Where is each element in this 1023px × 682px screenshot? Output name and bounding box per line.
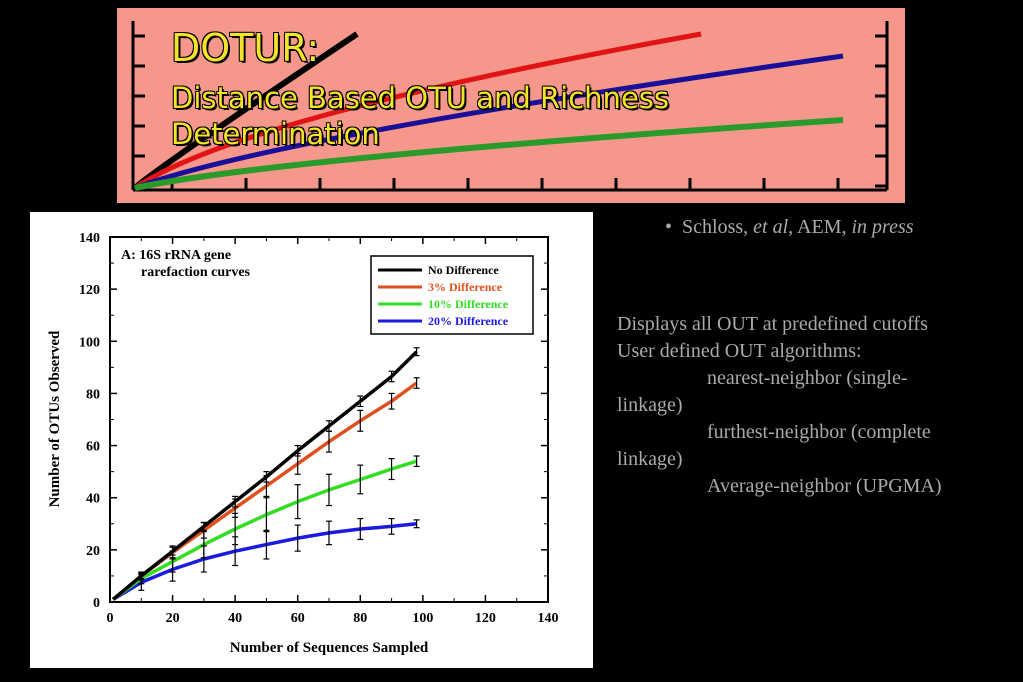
y-tick-label: 120: [79, 283, 100, 298]
citation-author: Schloss,: [682, 216, 754, 238]
citation: • Schloss, et al, AEM, in press: [665, 216, 914, 239]
x-tick-label: 100: [412, 611, 433, 626]
y-tick-label: 20: [86, 544, 100, 559]
title-banner: DOTUR: Distance Based OTU and Richness D…: [117, 8, 905, 203]
x-tick-label: 20: [166, 611, 180, 626]
y-tick-label: 80: [86, 387, 100, 402]
y-tick-label: 100: [79, 335, 100, 350]
y-tick-label: 140: [79, 231, 100, 246]
algorithm-item1b: linkage): [617, 394, 683, 416]
legend: No Difference 3% Difference 10% Difference…: [378, 263, 509, 328]
citation-status: in press: [851, 216, 914, 238]
series-line: [111, 381, 418, 601]
citation-etal: et al: [753, 216, 789, 238]
y-tick-label: 0: [93, 596, 100, 611]
x-tick-label: 0: [107, 611, 114, 626]
legend-label: 3% Difference: [428, 280, 503, 294]
legend-label: 10% Difference: [428, 297, 509, 311]
x-tick-label: 60: [291, 611, 305, 626]
x-tick-label: 40: [228, 611, 242, 626]
algorithm-item2a: furthest-neighbor (complete: [707, 421, 931, 443]
algorithm-item3: Average-neighbor (UPGMA): [707, 475, 942, 497]
y-tick-label: 60: [86, 440, 100, 455]
chart-annotation-line1: A: 16S rRNA gene: [121, 248, 231, 263]
description-line2: User defined OUT algorithms:: [617, 340, 862, 362]
x-tick-label: 80: [353, 611, 367, 626]
algorithm-item2b: linkage): [617, 448, 683, 470]
algorithm-item1a: nearest-neighbor (single-: [707, 367, 908, 389]
x-tick-label: 120: [475, 611, 496, 626]
y-axis-label: Number of OTUs Observed: [47, 330, 63, 507]
chart-svg: 0 20 40 60 80 100 120 140 0 20 40 60 80 100 120 140 A: …: [47, 231, 559, 656]
banner-title: DOTUR:: [171, 26, 320, 70]
y-tick-label: 40: [86, 492, 100, 507]
series-layer: [111, 347, 420, 601]
axis-ticks: 0 20 40 60 80 100 120 140 0 20 40 60 80 100 120 140: [79, 231, 559, 626]
chart-annotation-line2: rarefaction curves: [141, 265, 251, 280]
legend-label: No Difference: [428, 263, 499, 277]
description-line1: Displays all OUT at predefined cutoffs: [617, 313, 928, 335]
description-text: Displays all OUT at predefined cutoffs U…: [617, 311, 997, 500]
bullet: •: [665, 216, 673, 238]
x-axis-label: Number of Sequences Sampled: [230, 640, 429, 656]
citation-journal: , AEM,: [788, 216, 852, 238]
banner-curves-graphic: [131, 21, 889, 192]
banner-subtitle: Distance Based OTU and Richness Determin…: [171, 81, 669, 151]
rarefaction-chart: 0 20 40 60 80 100 120 140 0 20 40 60 80 100 120 140 A: …: [30, 212, 593, 668]
x-tick-label: 140: [538, 611, 559, 626]
legend-label: 20% Difference: [428, 314, 509, 328]
